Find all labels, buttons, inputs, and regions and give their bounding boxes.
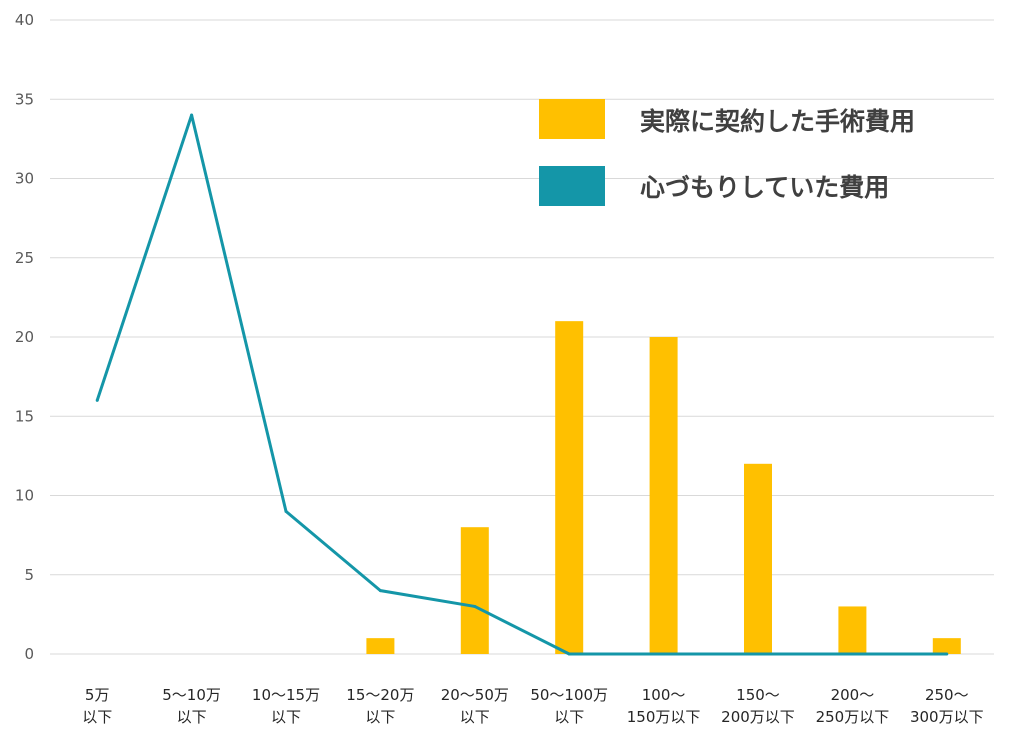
x-tick-label: 10～15万以下 — [252, 686, 320, 726]
line-point — [662, 652, 666, 656]
x-tick-label: 20～50万以下 — [441, 686, 509, 726]
legend: 実際に契約した手術費用 心づもりしていた費用 — [539, 99, 915, 206]
bar — [649, 337, 678, 654]
bar — [366, 638, 395, 654]
line-point — [850, 652, 854, 656]
x-tick-label: 5～10万以下 — [162, 686, 221, 726]
y-tick-label: 25 — [15, 249, 34, 267]
y-tick-label: 10 — [15, 487, 34, 505]
x-tick-label: 5万以下 — [82, 686, 112, 726]
y-tick-label: 0 — [24, 645, 34, 663]
bar — [932, 638, 961, 654]
series-line — [95, 113, 947, 656]
x-tick-label: 250～ 300万以下 — [910, 686, 984, 726]
bar — [838, 606, 867, 654]
line-point — [473, 604, 477, 608]
x-axis-categories: 5万以下 5～10万以下 10～15万以下 15～20万以下 20～50万以下 50～10… — [82, 686, 983, 726]
bar — [744, 463, 772, 654]
bar — [555, 321, 584, 654]
y-tick-label: 15 — [15, 407, 34, 425]
x-tick-label: 200～ 250万以下 — [816, 686, 890, 726]
line-point — [756, 652, 760, 656]
line-point — [567, 652, 571, 656]
x-tick-label: 150～ 200万以下 — [721, 686, 795, 726]
y-axis-ticks: 0 5 10 15 20 25 30 35 40 — [15, 11, 34, 663]
legend-label-bar: 実際に契約した手術費用 — [640, 107, 915, 136]
y-tick-label: 40 — [15, 11, 34, 29]
legend-label-line: 心づもりしていた費用 — [640, 173, 889, 202]
line-series — [95, 113, 949, 656]
bar-series — [366, 321, 961, 654]
x-tick-label: 50～100万以下 — [530, 686, 608, 726]
legend-swatch-line — [539, 166, 605, 206]
x-tick-label: 15～20万以下 — [346, 686, 414, 726]
bar — [460, 527, 489, 654]
line-point — [284, 509, 288, 513]
line-point — [95, 398, 99, 402]
y-tick-label: 30 — [15, 170, 34, 188]
line-point — [190, 113, 194, 117]
legend-swatch-bar — [539, 99, 605, 139]
x-tick-label: 100～ 150万以下 — [627, 686, 701, 726]
line-point — [378, 589, 382, 593]
line-point — [945, 652, 949, 656]
y-tick-label: 5 — [24, 566, 34, 584]
y-tick-label: 20 — [15, 328, 34, 346]
y-tick-label: 35 — [15, 90, 34, 108]
